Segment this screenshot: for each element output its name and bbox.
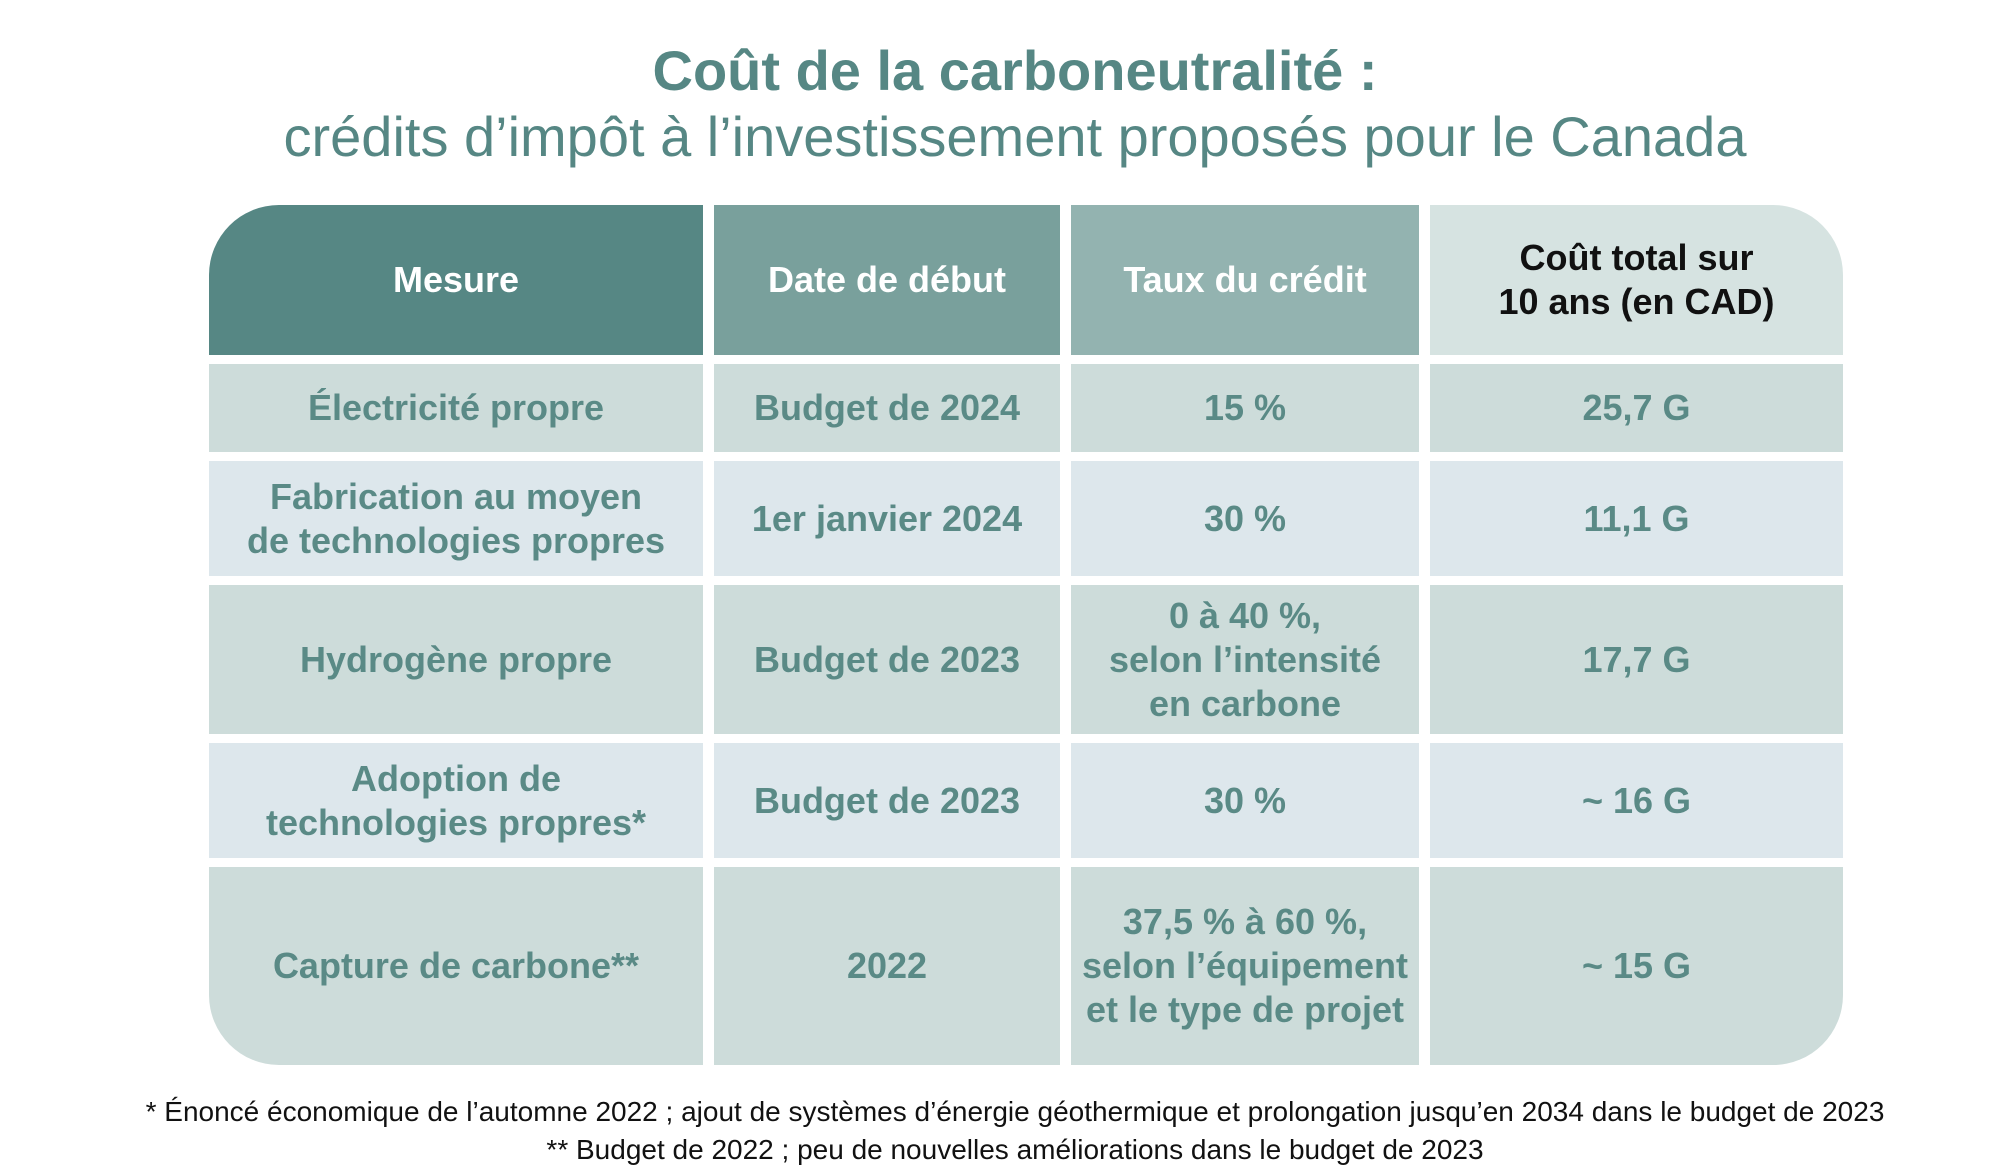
table-cell: 15 % bbox=[1071, 364, 1419, 452]
table-cell: Capture de carbone** bbox=[209, 867, 703, 1065]
table-cell: 2022 bbox=[714, 867, 1060, 1065]
header-cout-total: Coût total sur 10 ans (en CAD) bbox=[1430, 205, 1843, 355]
table-cell: Budget de 2023 bbox=[714, 585, 1060, 734]
table-cell: Budget de 2023 bbox=[714, 743, 1060, 858]
header-taux-credit: Taux du crédit bbox=[1071, 205, 1419, 355]
title-line-1: Coût de la carboneutralité : bbox=[652, 39, 1378, 102]
table-cell: 0 à 40 %, selon l’intensité en carbone bbox=[1071, 585, 1419, 734]
table-cell: Budget de 2024 bbox=[714, 364, 1060, 452]
table-cell: 37,5 % à 60 %, selon l’équipement et le … bbox=[1071, 867, 1419, 1065]
table-cell: Électricité propre bbox=[209, 364, 703, 452]
table-cell: 17,7 G bbox=[1430, 585, 1843, 734]
table-cell: 1er janvier 2024 bbox=[714, 461, 1060, 576]
credits-table: Mesure Date de début Taux du crédit Coût… bbox=[209, 205, 1843, 1065]
header-mesure: Mesure bbox=[209, 205, 703, 355]
table-cell: 30 % bbox=[1071, 743, 1419, 858]
footnote-2: ** Budget de 2022 ; peu de nouvelles amé… bbox=[546, 1134, 1484, 1165]
footnotes: * Énoncé économique de l’automne 2022 ; … bbox=[0, 1093, 1993, 1169]
table-cell: ~ 15 G bbox=[1430, 867, 1843, 1065]
header-date-debut: Date de début bbox=[714, 205, 1060, 355]
footnote-1: * Énoncé économique de l’automne 2022 ; … bbox=[145, 1096, 1885, 1127]
table-cell: 11,1 G bbox=[1430, 461, 1843, 576]
table-cell: Hydrogène propre bbox=[209, 585, 703, 734]
table-cell: 25,7 G bbox=[1430, 364, 1843, 452]
page-title: Coût de la carboneutralité : crédits d’i… bbox=[0, 38, 1993, 170]
table-cell: Adoption de technologies propres* bbox=[209, 743, 703, 858]
title-line-2: crédits d’impôt à l’investissement propo… bbox=[283, 105, 1747, 168]
table-cell: 30 % bbox=[1071, 461, 1419, 576]
table-cell: ~ 16 G bbox=[1430, 743, 1843, 858]
table-cell: Fabrication au moyen de technologies pro… bbox=[209, 461, 703, 576]
